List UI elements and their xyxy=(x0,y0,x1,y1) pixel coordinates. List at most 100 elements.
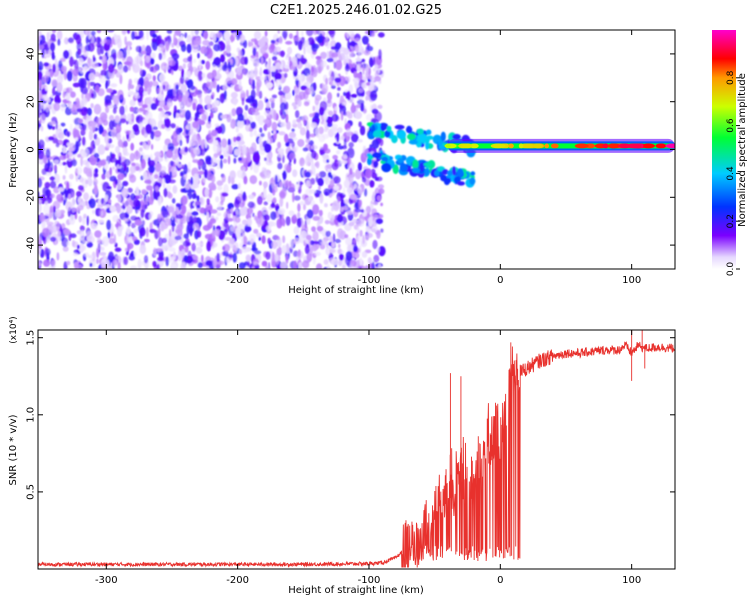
noise-cell xyxy=(105,105,110,114)
noise-cell xyxy=(104,133,110,144)
noise-cell xyxy=(206,211,210,223)
noise-cell xyxy=(243,175,248,185)
noise-cell xyxy=(40,113,46,124)
noise-cell xyxy=(371,225,378,233)
noise-cell xyxy=(52,30,56,34)
noise-cell xyxy=(299,180,302,188)
noise-cell xyxy=(184,245,189,253)
noise-cell xyxy=(223,221,228,228)
noise-cell xyxy=(264,157,267,162)
noise-cell xyxy=(233,97,238,106)
noise-cell xyxy=(230,84,234,89)
noise-cell xyxy=(144,87,148,92)
noise-cell xyxy=(125,130,132,135)
noise-cell xyxy=(259,180,262,186)
noise-cell xyxy=(193,173,199,185)
noise-cell xyxy=(312,30,318,35)
noise-cell xyxy=(127,45,130,56)
noise-cell xyxy=(300,157,305,165)
noise-cell xyxy=(237,120,244,129)
noise-cell xyxy=(377,184,385,189)
carrier-cell xyxy=(445,143,451,149)
noise-cell xyxy=(305,155,311,166)
noise-cell xyxy=(254,250,262,255)
noise-cell xyxy=(141,104,148,109)
noise-cell xyxy=(225,256,231,264)
noise-cell xyxy=(235,209,239,215)
noise-cell xyxy=(270,39,276,45)
noise-cell xyxy=(336,150,341,155)
noise-cell xyxy=(261,167,266,174)
noise-cell xyxy=(293,183,300,190)
noise-cell xyxy=(253,129,257,136)
noise-cell xyxy=(298,79,301,91)
noise-cell xyxy=(375,176,383,182)
noise-cell xyxy=(277,30,280,34)
noise-cell xyxy=(77,264,83,269)
noise-cell xyxy=(352,239,356,244)
noise-cell xyxy=(158,52,163,61)
noise-cell xyxy=(42,186,50,197)
x-tick-label: 100 xyxy=(622,575,641,586)
noise-cell xyxy=(225,77,232,84)
noise-cell xyxy=(119,105,125,116)
noise-cell xyxy=(184,32,188,39)
noise-cell xyxy=(154,229,159,240)
noise-cell xyxy=(143,255,149,264)
noise-cell xyxy=(241,166,246,172)
noise-cell xyxy=(127,90,135,96)
noise-cell xyxy=(52,63,56,73)
noise-cell xyxy=(178,203,182,211)
noise-cell xyxy=(340,135,345,141)
noise-cell xyxy=(346,244,352,253)
noise-cell xyxy=(236,65,242,76)
noise-cell xyxy=(277,162,283,170)
noise-cell xyxy=(284,163,290,171)
noise-cell xyxy=(231,78,237,85)
noise-cell xyxy=(261,260,268,267)
noise-cell xyxy=(259,76,265,81)
noise-cell xyxy=(256,232,262,238)
noise-cell xyxy=(78,118,84,124)
noise-cell xyxy=(315,161,320,169)
noise-cell xyxy=(343,91,346,97)
noise-cell xyxy=(139,244,147,254)
noise-cell xyxy=(80,86,89,95)
converging-cell xyxy=(440,174,447,182)
noise-cell xyxy=(45,148,51,159)
noise-cell xyxy=(90,103,94,109)
noise-cell xyxy=(96,258,99,265)
noise-cell xyxy=(128,236,133,245)
noise-cell xyxy=(293,226,300,235)
noise-cell xyxy=(225,43,231,54)
noise-cell xyxy=(308,238,312,248)
noise-cell xyxy=(279,181,283,188)
noise-cell xyxy=(355,219,362,227)
noise-cell xyxy=(146,96,154,107)
noise-cell xyxy=(238,49,243,58)
noise-cell xyxy=(292,169,298,178)
noise-cell xyxy=(270,65,277,72)
noise-cell xyxy=(93,178,98,186)
noise-cell xyxy=(315,127,320,138)
noise-cell xyxy=(354,81,359,89)
noise-cell xyxy=(233,136,237,143)
noise-cell xyxy=(278,131,286,136)
x-tick-label: 0 xyxy=(497,575,503,586)
noise-cell xyxy=(82,124,87,131)
noise-cell xyxy=(289,238,294,249)
noise-cell xyxy=(50,224,58,234)
noise-cell xyxy=(66,241,71,246)
noise-cell xyxy=(274,174,278,185)
noise-cell xyxy=(173,105,177,115)
noise-cell xyxy=(206,48,213,59)
noise-cell xyxy=(358,121,362,128)
noise-cell xyxy=(55,173,60,184)
noise-cell xyxy=(302,147,309,152)
noise-cell xyxy=(322,236,330,242)
noise-cell xyxy=(243,68,248,76)
noise-cell xyxy=(93,103,102,115)
noise-cell xyxy=(152,97,157,102)
noise-cell xyxy=(144,197,148,207)
noise-cell xyxy=(248,146,255,155)
